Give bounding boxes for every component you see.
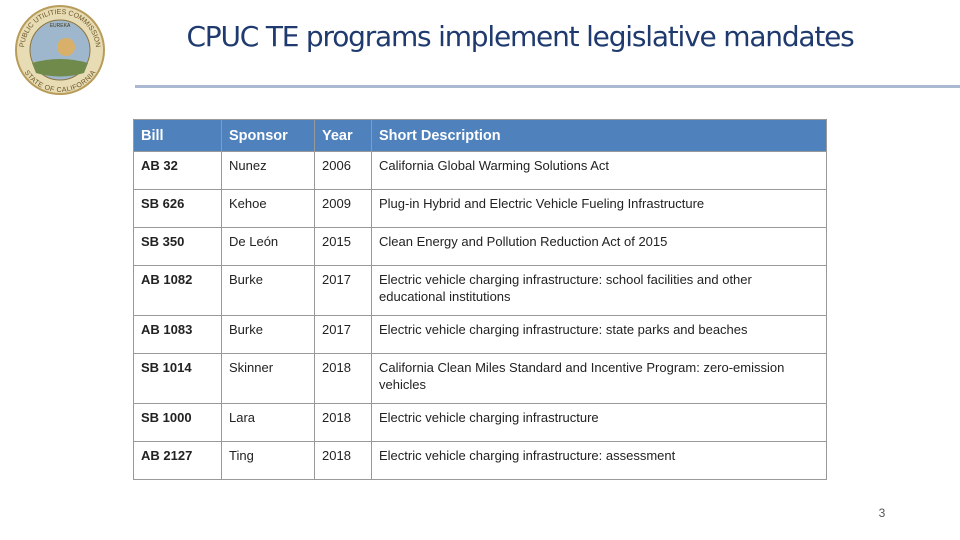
table-cell: Kehoe [221,189,315,228]
table-row: AB 2127 Ting 2018 Electric vehicle charging… [133,441,827,480]
table-cell: Plug-in Hybrid and Electric Vehicle Fuel… [371,189,827,228]
table-cell: 2009 [314,189,372,228]
table-cell: Nunez [221,151,315,190]
seal-figure [57,38,75,56]
table-cell: 2018 [314,403,372,442]
table-cell: AB 2127 [133,441,222,480]
seal-motto: EUREKA [50,23,71,29]
table-cell: AB 1083 [133,315,222,354]
table-cell: De León [221,227,315,266]
table-cell: 2018 [314,441,372,480]
table-cell: Clean Energy and Pollution Reduction Act… [371,227,827,266]
table-row: SB 1000 Lara 2018 Electric vehicle charging… [133,403,827,442]
table-cell: Electric vehicle charging infrastructure… [371,265,827,316]
table-row: SB 1014 Skinner 2018 California Clean Miles… [133,353,827,404]
table-row: SB 626 Kehoe 2009 Plug-in Hybrid and Electr… [133,189,827,228]
table-cell: Burke [221,315,315,354]
table-cell: 2017 [314,265,372,316]
table-cell: Skinner [221,353,315,404]
table-cell: California Clean Miles Standard and Ince… [371,353,827,404]
table-cell: Electric vehicle charging infrastructure [371,403,827,442]
table-cell: 2006 [314,151,372,190]
table-cell: Ting [221,441,315,480]
table-row: SB 350 De León 2015 Clean Energy and Pollut… [133,227,827,266]
table-cell: 2017 [314,315,372,354]
table-cell: SB 1000 [133,403,222,442]
table-cell: Burke [221,265,315,316]
column-header: Short Description [371,119,827,152]
column-header: Bill [133,119,222,152]
table-row: AB 1083 Burke 2017 Electric vehicle chargin… [133,315,827,354]
seal-land [32,59,88,77]
table-cell: Lara [221,403,315,442]
table-row: AB 32 Nunez 2006 California Global Warming … [133,151,827,190]
seal: PUBLIC UTILITIES COMMISSION STATE OF CAL… [15,5,105,95]
header-row: Bill Sponsor Year Short Description [133,119,827,152]
table-cell: 2015 [314,227,372,266]
table-cell: SB 626 [133,189,222,228]
table-cell: AB 32 [133,151,222,190]
table-cell: AB 1082 [133,265,222,316]
table-cell: California Global Warming Solutions Act [371,151,827,190]
column-header: Year [314,119,372,152]
table-cell: Electric vehicle charging infrastructure… [371,441,827,480]
table-cell: 2018 [314,353,372,404]
title-rule [135,85,960,88]
bills-table: Bill Sponsor Year Short Description AB 32 Nu… [133,119,827,480]
page-number: 3 [878,506,886,520]
table-body: AB 32 Nunez 2006 California Global Warming … [133,151,827,480]
table-row: AB 1082 Burke 2017 Electric vehicle chargin… [133,265,827,316]
slide-title: CPUC TE programs implement legislative m… [186,20,854,53]
table-cell: SB 1014 [133,353,222,404]
table-cell: SB 350 [133,227,222,266]
table-cell: Electric vehicle charging infrastructure… [371,315,827,354]
column-header: Sponsor [221,119,315,152]
